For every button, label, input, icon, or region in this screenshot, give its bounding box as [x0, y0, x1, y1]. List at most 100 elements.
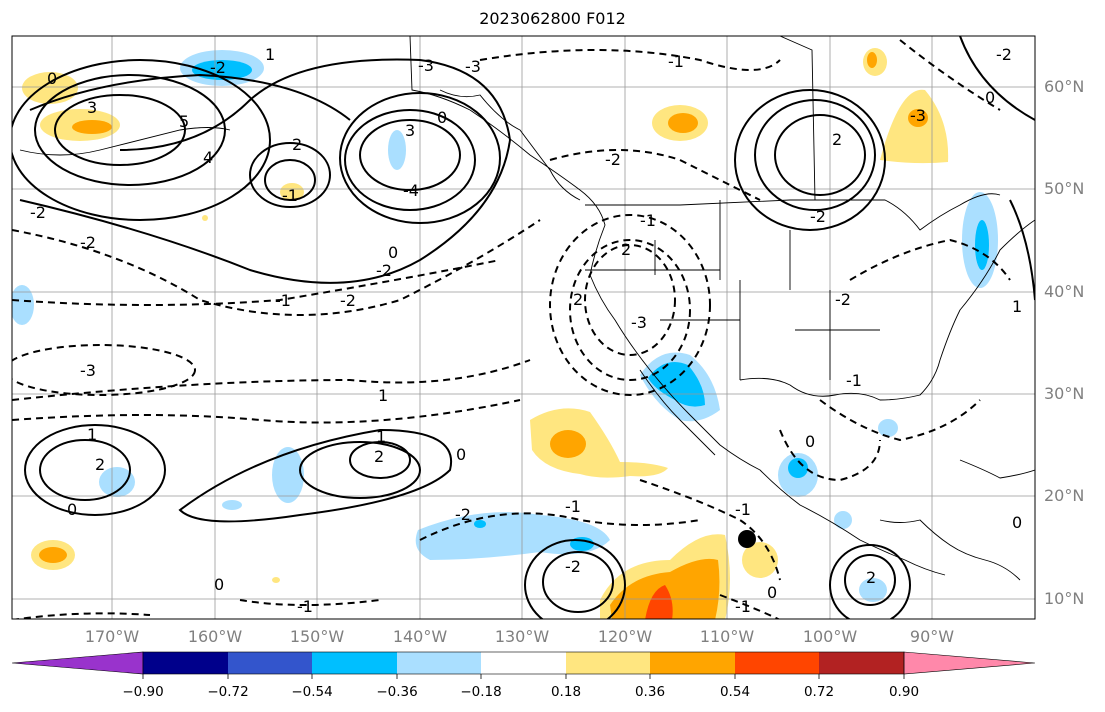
colorbar-extend-high [903, 651, 1036, 675]
shade-neg [415, 512, 610, 560]
colorbar-tick-label: 0.90 [888, 684, 920, 700]
contour-label: -1 [735, 500, 751, 519]
lon-label: 100°W [802, 627, 858, 646]
contour-label: 0 [437, 108, 447, 127]
contour-label: -3 [418, 56, 434, 75]
contour-label: 2 [95, 455, 105, 474]
contour-label: -2 [376, 261, 392, 280]
shading-layer [12, 48, 998, 619]
lon-label: 130°W [494, 627, 550, 646]
contour-label: 0 [214, 575, 224, 594]
lon-label: 90°W [909, 627, 955, 646]
contour-label: 0 [67, 500, 77, 519]
lat-label: 40°N [1044, 282, 1085, 301]
contour-label: 1 [87, 425, 97, 444]
colorbar-tick-label: −0.90 [122, 684, 164, 700]
contour-label: 3 [405, 121, 415, 140]
contour-label: -2 [605, 150, 621, 169]
lon-label: 160°W [187, 627, 243, 646]
contour-label: -1 [735, 597, 751, 616]
contour-label: 0 [456, 445, 466, 464]
shade-pos-strong [72, 120, 112, 134]
contour-label: -2 [996, 45, 1012, 64]
positive-contours [12, 36, 1035, 619]
contour-label: 2 [832, 130, 842, 149]
colorbar-tick-label: 0.36 [634, 684, 666, 700]
contour-label: -1 [565, 497, 581, 516]
shade-pos [22, 72, 78, 104]
shade-neg [12, 285, 34, 325]
lat-label: 20°N [1044, 486, 1085, 505]
shade-pos [272, 577, 280, 583]
colorbar-bin [566, 652, 650, 674]
shade-pos-strong [908, 109, 928, 127]
shade-neg [859, 578, 887, 602]
lat-label: 60°N [1044, 77, 1085, 96]
colorbar-extend-low [11, 651, 144, 675]
contour-label: 1 [1012, 297, 1022, 316]
contour-label: -1 [846, 371, 862, 390]
shade-neg [222, 500, 242, 510]
colorbar [11, 651, 1036, 679]
contour-label: 0 [1012, 513, 1022, 532]
colorbar-bin [143, 652, 228, 674]
contour-label: 2 [866, 568, 876, 587]
colorbar-tick-label: 0.18 [550, 684, 582, 700]
shade-pos [880, 89, 949, 164]
shade-pos-strongest [645, 585, 673, 619]
shade-neg-strong [474, 520, 486, 528]
contour-label: -4 [403, 181, 419, 200]
colorbar-tick-label: −0.18 [460, 684, 502, 700]
map-title: 2023062800 F012 [479, 9, 626, 28]
colorbar-bin [397, 652, 481, 674]
contour-label: -3 [631, 313, 647, 332]
contour-label: 3 [87, 98, 97, 117]
shade-pos-strong [39, 547, 67, 563]
contour-label: -3 [910, 106, 926, 125]
colorbar-bin [312, 652, 397, 674]
contour-label: -2 [210, 58, 226, 77]
contour-label: -2 [835, 290, 851, 309]
contour-label: 0 [47, 69, 57, 88]
colorbar-tick-label: −0.36 [376, 684, 418, 700]
lat-label: 50°N [1044, 179, 1085, 198]
lon-label: 170°W [84, 627, 140, 646]
lon-label: 120°W [597, 627, 653, 646]
coastlines [19, 36, 1035, 581]
contour-label: 0 [985, 88, 995, 107]
shade-neg-strong [648, 361, 705, 407]
negative-contours [12, 39, 1011, 619]
contour-label: -1 [640, 211, 656, 230]
shade-neg [878, 419, 898, 437]
shade-neg [272, 447, 304, 503]
map-frame [11, 35, 1036, 620]
colorbar-bin [481, 652, 566, 674]
colorbar-tick-label: −0.72 [207, 684, 249, 700]
contour-label: -1 [668, 52, 684, 71]
contour-label: -2 [810, 207, 826, 226]
colorbar-bin [819, 652, 904, 674]
lat-label: 10°N [1044, 589, 1085, 608]
lat-label: 30°N [1044, 384, 1085, 403]
colorbar-bin [228, 652, 312, 674]
contour-label: 0 [767, 583, 777, 602]
shade-pos-strong [668, 113, 698, 133]
contour-label: -2 [80, 233, 96, 252]
contour-label: -3 [465, 57, 481, 76]
contour-label: -1 [282, 186, 298, 205]
shade-neg [388, 130, 406, 170]
contour-label: -3 [80, 361, 96, 380]
contour-label: 1 [265, 45, 275, 64]
lon-label: 110°W [699, 627, 755, 646]
contour-labels: 0 3 5 -2 -2 1 2 -1 -2 3 -4 4 -3 -3 0 -1 … [30, 45, 1022, 616]
contour-label: -2 [455, 505, 471, 524]
contour-label: 2 [292, 135, 302, 154]
contour-label: 0 [805, 432, 815, 451]
shade-neg-strong [788, 458, 808, 478]
shade-pos [530, 408, 668, 478]
contour-label: 2 [621, 240, 631, 259]
shade-pos-strong [550, 430, 586, 458]
colorbar-tick-label: 0.54 [719, 684, 751, 700]
storm-marker-dot [738, 530, 756, 548]
